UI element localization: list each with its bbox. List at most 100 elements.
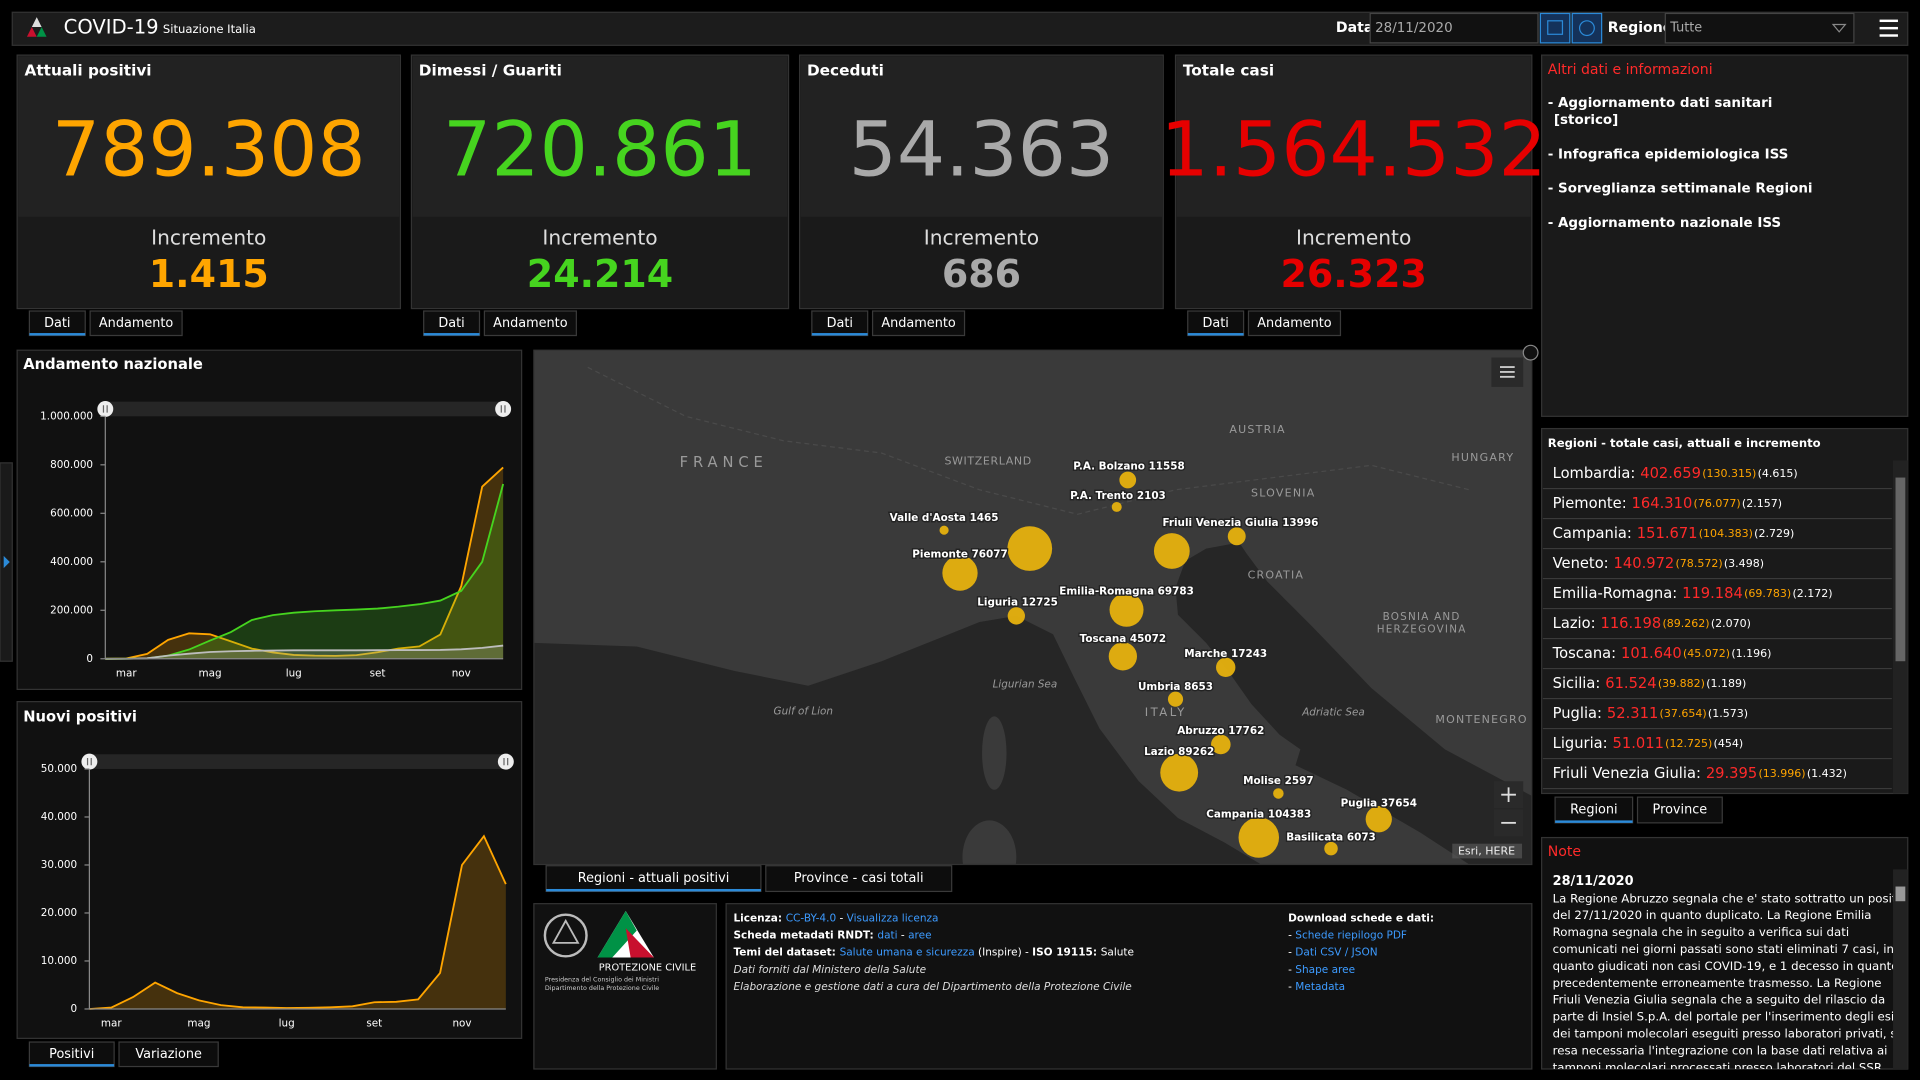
bubble-label-value: 6073 xyxy=(1347,832,1376,844)
region-bubble[interactable] xyxy=(1211,734,1231,755)
tab[interactable]: Dati xyxy=(423,310,481,337)
note-title: Note xyxy=(1548,844,1581,860)
map-expand-button[interactable] xyxy=(1522,344,1539,361)
y-tick-label: 0 xyxy=(71,1003,78,1015)
bubble-label-name: Piemonte xyxy=(912,549,968,561)
footer-link[interactable]: dati xyxy=(877,930,897,942)
x-tick-label: nov xyxy=(452,1018,471,1030)
region-row: Puglia: 52.311(37.654)(1.573) xyxy=(1553,705,1748,722)
region-bubble[interactable] xyxy=(1167,691,1184,707)
bubble-label-name: Emilia-Romagna xyxy=(1059,585,1154,597)
series-area xyxy=(105,645,504,659)
footer-link[interactable]: aree xyxy=(908,930,931,942)
tab[interactable]: Dati xyxy=(1187,310,1245,337)
range-slider-handle[interactable] xyxy=(495,401,512,417)
map-place-label: AUSTRIA xyxy=(1229,423,1285,436)
region-bubble[interactable] xyxy=(1273,788,1284,799)
calendar-button[interactable] xyxy=(1539,12,1571,44)
region-name: Lombardia: xyxy=(1553,465,1636,482)
range-slider-handle[interactable] xyxy=(97,401,114,417)
kpi-top xyxy=(18,56,400,217)
kpi-title: Deceduti xyxy=(807,62,884,80)
tab[interactable]: Province - casi totali xyxy=(765,865,953,893)
range-slider-handle[interactable] xyxy=(497,753,514,770)
y-tick-label: 0 xyxy=(86,653,93,665)
republic-emblem xyxy=(543,913,588,958)
map-corsica xyxy=(982,716,1007,790)
range-slider-grip xyxy=(102,405,108,413)
info-link[interactable]: - Sorveglianza settimanale Regioni xyxy=(1548,182,1813,197)
footer-link[interactable]: Dati CSV / JSON xyxy=(1295,947,1377,959)
region-bubble[interactable] xyxy=(1119,471,1137,489)
bubble-label: P.A. Trento 2103 xyxy=(1070,490,1166,502)
info-link[interactable]: - Aggiornamento nazionale ISS xyxy=(1548,216,1781,231)
range-slider-handle[interactable] xyxy=(81,753,98,770)
footer-link[interactable]: Schede riepilogo PDF xyxy=(1295,930,1407,942)
region-row: Toscana: 101.640(45.072)(1.196) xyxy=(1552,645,1772,662)
region-row: Lombardia: 402.659(130.315)(4.615) xyxy=(1553,465,1798,482)
footer-link[interactable]: Shape aree xyxy=(1295,964,1355,976)
region-row: Emilia-Romagna: 119.184(69.783)(2.172) xyxy=(1553,585,1833,602)
kpi-increment-label: Incremento xyxy=(1296,225,1411,249)
region-bubble[interactable] xyxy=(1365,806,1392,833)
region-active: (69.783) xyxy=(1744,587,1791,600)
regions-panel xyxy=(1541,427,1909,795)
bubble-label-value: 69783 xyxy=(1158,585,1194,597)
region-bubble[interactable] xyxy=(1111,501,1122,512)
kpi-title: Totale casi xyxy=(1183,62,1274,80)
tab[interactable]: Dati xyxy=(28,310,86,337)
footer-text: - xyxy=(898,930,908,942)
info-link[interactable]: - Infografica epidemiologica ISS xyxy=(1548,147,1789,162)
footer-link[interactable]: CC-BY-4.0 xyxy=(786,912,836,924)
date-label: Data xyxy=(1336,20,1373,36)
region-bubble[interactable] xyxy=(1007,607,1025,625)
info-panel xyxy=(1541,54,1909,417)
menu-button[interactable] xyxy=(1879,19,1898,37)
region-bubble[interactable] xyxy=(1227,527,1246,546)
tab[interactable]: Regioni xyxy=(1554,796,1634,824)
bubble-label-value: 45072 xyxy=(1130,633,1166,645)
footer-link[interactable]: Salute umana e sicurezza xyxy=(840,947,975,959)
y-tick-label: 30.000 xyxy=(41,859,77,871)
region-bubble[interactable] xyxy=(1216,657,1236,678)
info-link[interactable]: [storico] xyxy=(1554,113,1618,128)
region-active: (89.262) xyxy=(1662,617,1709,630)
region-dropdown[interactable] xyxy=(1664,12,1855,44)
note-scrollbar[interactable] xyxy=(1893,869,1908,1069)
tab[interactable]: Andamento xyxy=(871,310,966,337)
info-link[interactable]: - Aggiornamento dati sanitari xyxy=(1548,96,1773,111)
footer-link[interactable]: Metadata xyxy=(1295,981,1345,993)
kpi-increment: 686 xyxy=(942,252,1021,296)
regions-scroll-thumb[interactable] xyxy=(1895,477,1906,662)
region-bubble[interactable] xyxy=(1238,817,1280,858)
bubble-label: Emilia-Romagna 69783 xyxy=(1059,585,1194,597)
region-bubble[interactable] xyxy=(942,555,978,591)
region-total: 116.198 xyxy=(1600,615,1661,632)
region-row: Campania: 151.671(104.383)(2.729) xyxy=(1553,525,1795,542)
footer-line: - Shape aree xyxy=(1288,964,1355,976)
region-bubble[interactable] xyxy=(939,525,949,535)
tab[interactable]: Positivi xyxy=(28,1041,115,1068)
tab[interactable]: Regioni - attuali positivi xyxy=(545,865,762,893)
tab[interactable]: Andamento xyxy=(1247,310,1342,337)
region-bubble[interactable] xyxy=(1007,526,1053,571)
time-button[interactable] xyxy=(1571,12,1603,44)
region-bubble[interactable] xyxy=(1160,753,1199,792)
logo-line: Presidenza del Consiglio dei Ministri xyxy=(545,977,659,984)
map-attribution-bg xyxy=(1452,843,1523,859)
region-bubble[interactable] xyxy=(1324,841,1338,856)
tab[interactable]: Andamento xyxy=(89,310,183,337)
region-bubble[interactable] xyxy=(1108,642,1138,671)
tab[interactable]: Andamento xyxy=(483,310,577,337)
map-bubbles xyxy=(939,471,1392,858)
tab[interactable]: Province xyxy=(1636,796,1723,824)
tab[interactable]: Variazione xyxy=(118,1041,219,1068)
map-legend-icon xyxy=(1500,366,1515,378)
note-scroll-thumb[interactable] xyxy=(1895,886,1906,902)
tab-active-indicator xyxy=(811,333,868,336)
region-bubble[interactable] xyxy=(1153,533,1190,569)
date-input[interactable] xyxy=(1369,12,1539,44)
tab[interactable]: Dati xyxy=(811,310,869,337)
footer-link[interactable]: Visualizza licenza xyxy=(847,912,939,924)
region-bubble[interactable] xyxy=(1109,592,1144,627)
